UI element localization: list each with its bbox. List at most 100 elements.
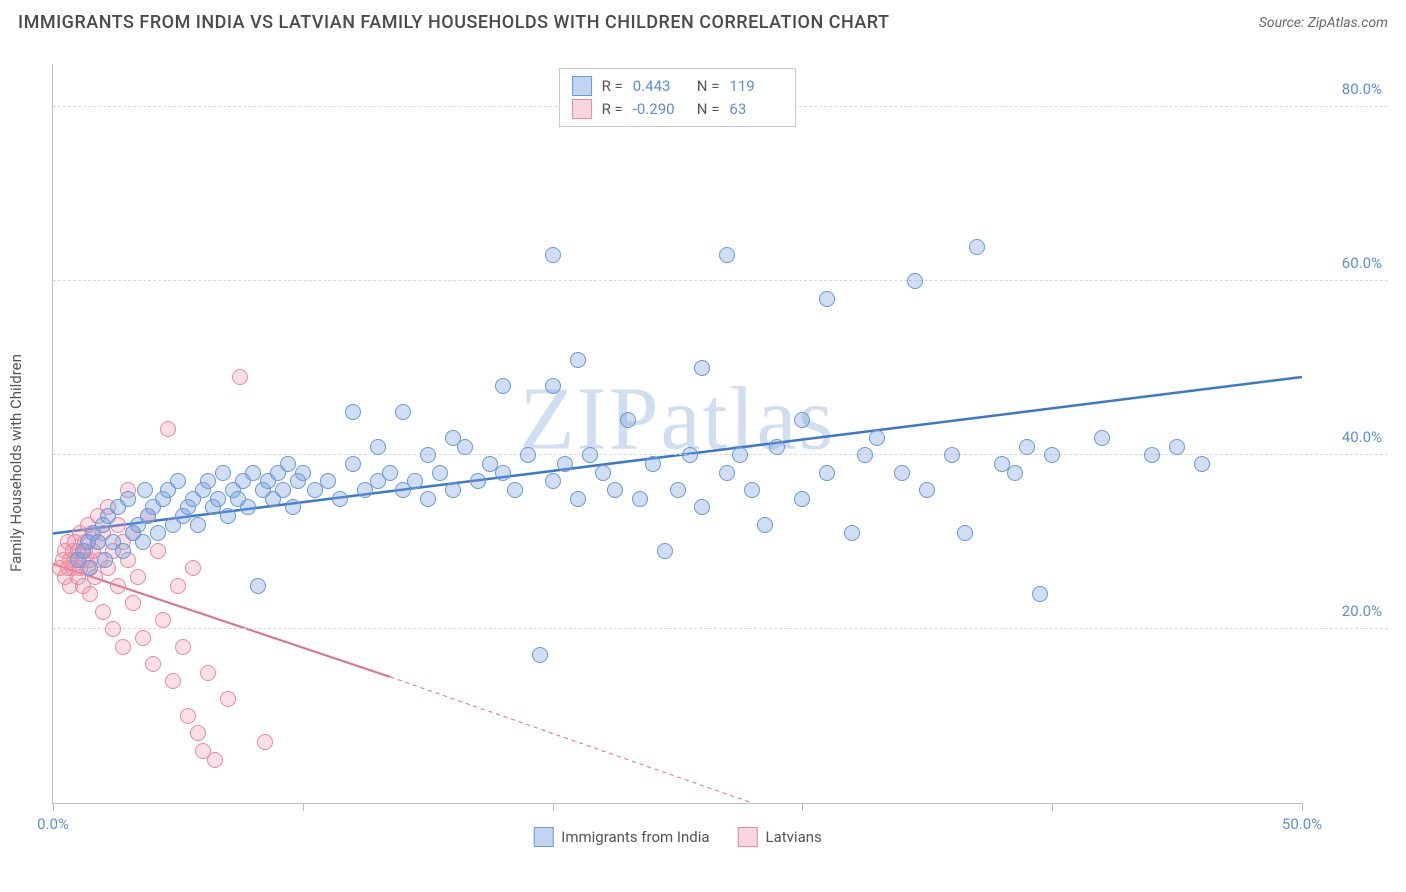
- scatter-point-blue: [115, 543, 131, 559]
- scatter-point-blue: [657, 543, 673, 559]
- scatter-point-pink: [150, 543, 166, 559]
- scatter-point-blue: [757, 517, 773, 533]
- series-legend: Immigrants from India Latvians: [533, 827, 822, 847]
- r-value: -0.290: [633, 98, 687, 121]
- x-tick: [53, 803, 54, 811]
- scatter-point-blue: [457, 439, 473, 455]
- scatter-point-blue: [280, 456, 296, 472]
- x-tick: [1302, 803, 1303, 811]
- scatter-point-pink: [257, 734, 273, 750]
- legend-row-pink: R = -0.290 N = 63: [572, 98, 784, 121]
- y-axis-label: Family Households with Children: [7, 354, 25, 572]
- scatter-point-pink: [207, 752, 223, 768]
- legend-row-blue: R = 0.443 N = 119: [572, 75, 784, 98]
- scatter-point-blue: [245, 465, 261, 481]
- scatter-point-blue: [495, 465, 511, 481]
- x-tick: [802, 803, 803, 811]
- scatter-point-blue: [210, 491, 226, 507]
- scatter-point-blue: [719, 465, 735, 481]
- scatter-point-blue: [395, 404, 411, 420]
- scatter-point-blue: [694, 360, 710, 376]
- scatter-point-pink: [160, 421, 176, 437]
- scatter-point-blue: [345, 456, 361, 472]
- scatter-point-blue: [445, 482, 461, 498]
- plot-area: ZIPatlas R = 0.443 N = 119 R = -0.290 N …: [52, 64, 1302, 804]
- gridline: [53, 280, 1388, 281]
- scatter-point-pink: [105, 621, 121, 637]
- scatter-point-blue: [420, 491, 436, 507]
- scatter-point-blue: [1144, 447, 1160, 463]
- scatter-point-blue: [844, 525, 860, 541]
- gridline: [53, 628, 1388, 629]
- scatter-point-blue: [645, 456, 661, 472]
- swatch-blue-icon: [572, 76, 592, 96]
- swatch-blue-icon: [533, 827, 553, 847]
- scatter-point-blue: [240, 499, 256, 515]
- legend-label: Immigrants from India: [561, 828, 709, 846]
- scatter-point-blue: [595, 465, 611, 481]
- scatter-point-blue: [570, 491, 586, 507]
- scatter-point-pink: [135, 630, 151, 646]
- x-tick-label: 50.0%: [1282, 815, 1322, 833]
- scatter-point-blue: [545, 378, 561, 394]
- scatter-point-pink: [170, 578, 186, 594]
- scatter-point-blue: [1019, 439, 1035, 455]
- scatter-point-blue: [1044, 447, 1060, 463]
- scatter-point-blue: [794, 412, 810, 428]
- scatter-point-blue: [944, 447, 960, 463]
- scatter-point-blue: [794, 491, 810, 507]
- scatter-point-blue: [332, 491, 348, 507]
- scatter-point-blue: [507, 482, 523, 498]
- scatter-point-blue: [620, 412, 636, 428]
- n-label: N =: [697, 98, 720, 121]
- scatter-point-blue: [894, 465, 910, 481]
- scatter-point-blue: [250, 578, 266, 594]
- scatter-point-blue: [769, 439, 785, 455]
- scatter-point-blue: [557, 456, 573, 472]
- legend-item-pink: Latvians: [738, 827, 822, 847]
- y-tick-label: 80.0%: [1342, 80, 1382, 98]
- scatter-point-blue: [919, 482, 935, 498]
- scatter-point-pink: [220, 691, 236, 707]
- scatter-point-blue: [170, 473, 186, 489]
- scatter-point-blue: [345, 404, 361, 420]
- y-tick-label: 60.0%: [1342, 254, 1382, 272]
- scatter-point-blue: [407, 473, 423, 489]
- x-tick: [1052, 803, 1053, 811]
- chart-container: Family Households with Children ZIPatlas…: [44, 56, 1388, 852]
- scatter-point-blue: [869, 430, 885, 446]
- scatter-point-pink: [175, 639, 191, 655]
- scatter-point-blue: [532, 647, 548, 663]
- scatter-point-blue: [275, 482, 291, 498]
- scatter-point-blue: [582, 447, 598, 463]
- scatter-point-pink: [232, 369, 248, 385]
- scatter-point-pink: [200, 665, 216, 681]
- scatter-point-blue: [607, 482, 623, 498]
- scatter-point-blue: [150, 525, 166, 541]
- r-label: R =: [602, 98, 623, 121]
- source-label: Source: ZipAtlas.com: [1259, 15, 1388, 31]
- swatch-pink-icon: [572, 99, 592, 119]
- scatter-point-blue: [382, 465, 398, 481]
- scatter-point-blue: [670, 482, 686, 498]
- legend-item-blue: Immigrants from India: [533, 827, 709, 847]
- scatter-point-blue: [200, 473, 216, 489]
- scatter-point-blue: [285, 499, 301, 515]
- scatter-point-blue: [370, 439, 386, 455]
- scatter-point-blue: [907, 273, 923, 289]
- scatter-point-blue: [215, 465, 231, 481]
- scatter-point-blue: [190, 517, 206, 533]
- legend-label: Latvians: [766, 828, 822, 846]
- scatter-point-blue: [1094, 430, 1110, 446]
- scatter-point-blue: [432, 465, 448, 481]
- r-label: R =: [602, 75, 623, 98]
- scatter-point-blue: [732, 447, 748, 463]
- scatter-point-blue: [320, 473, 336, 489]
- scatter-point-blue: [220, 508, 236, 524]
- scatter-point-blue: [495, 378, 511, 394]
- scatter-point-blue: [1169, 439, 1185, 455]
- r-value: 0.443: [633, 75, 687, 98]
- correlation-legend: R = 0.443 N = 119 R = -0.290 N = 63: [559, 68, 797, 127]
- scatter-point-blue: [545, 247, 561, 263]
- scatter-point-blue: [570, 352, 586, 368]
